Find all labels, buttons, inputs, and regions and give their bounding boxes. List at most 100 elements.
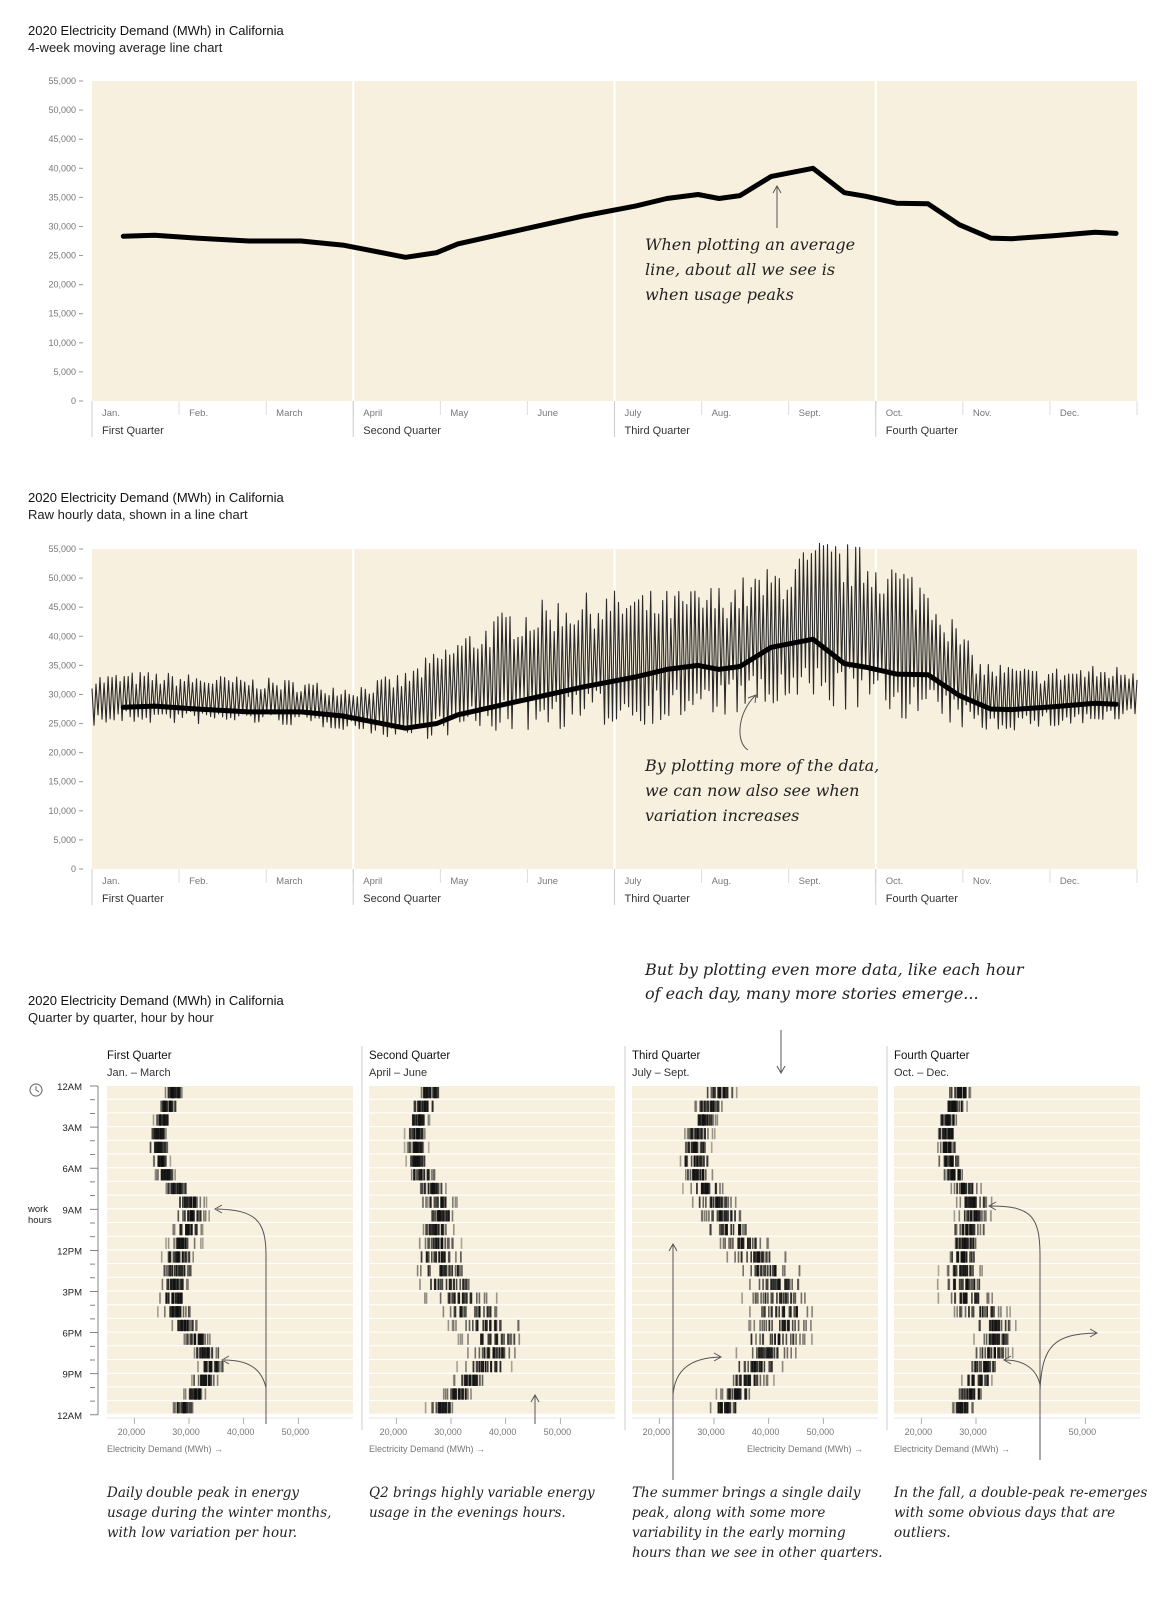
demand-mark [200, 1333, 202, 1345]
demand-mark [949, 1128, 951, 1140]
demand-mark [160, 1100, 162, 1112]
demand-mark [989, 1333, 992, 1345]
demand-mark [465, 1319, 467, 1332]
demand-mark [445, 1210, 447, 1222]
demand-mark [422, 1224, 425, 1236]
q4-lower-arrow [1002, 1355, 1041, 1386]
demand-mark [454, 1388, 457, 1400]
demand-mark [179, 1265, 182, 1277]
demand-mark [472, 1374, 474, 1386]
demand-mark [433, 1237, 435, 1249]
demand-mark [962, 1388, 965, 1400]
demand-mark [190, 1265, 192, 1277]
demand-mark [743, 1361, 746, 1373]
demand-mark [492, 1347, 495, 1359]
demand-mark [708, 1114, 711, 1126]
demand-mark [946, 1265, 949, 1277]
demand-mark [176, 1237, 179, 1249]
demand-mark [950, 1182, 953, 1195]
demand-mark [695, 1141, 698, 1153]
demand-mark [787, 1292, 789, 1304]
demand-mark [424, 1292, 426, 1304]
demand-mark [699, 1141, 702, 1153]
demand-mark [720, 1196, 722, 1208]
demand-mark [766, 1237, 768, 1249]
annotation-line: when usage peaks [645, 285, 794, 304]
demand-mark [216, 1361, 219, 1373]
demand-mark [993, 1347, 996, 1359]
demand-mark [953, 1141, 956, 1153]
demand-mark [974, 1361, 976, 1373]
demand-mark [750, 1251, 752, 1263]
demand-mark [967, 1196, 970, 1208]
demand-mark [706, 1087, 709, 1099]
demand-mark [501, 1347, 504, 1359]
demand-mark [165, 1114, 168, 1126]
demand-mark [972, 1237, 974, 1249]
demand-mark [186, 1265, 189, 1277]
demand-mark [451, 1265, 454, 1277]
demand-mark [986, 1292, 988, 1304]
demand-mark [945, 1141, 947, 1153]
demand-mark [968, 1087, 970, 1099]
demand-mark [460, 1251, 462, 1263]
demand-mark [187, 1210, 189, 1222]
demand-mark [957, 1402, 959, 1414]
demand-mark [786, 1278, 788, 1290]
demand-mark [465, 1278, 468, 1290]
demand-mark [969, 1210, 972, 1222]
demand-mark [447, 1210, 450, 1222]
demand-mark [983, 1196, 986, 1208]
demand-mark [972, 1251, 975, 1263]
demand-mark [487, 1306, 489, 1318]
demand-mark [971, 1374, 974, 1386]
demand-mark [187, 1333, 190, 1345]
demand-mark [469, 1292, 472, 1304]
demand-mark [783, 1319, 785, 1332]
demand-mark [971, 1306, 973, 1318]
demand-mark [157, 1141, 159, 1153]
demand-mark [204, 1210, 207, 1222]
demand-mark [776, 1347, 778, 1359]
demand-mark [1015, 1319, 1017, 1332]
demand-mark [155, 1114, 158, 1126]
demand-mark [958, 1278, 961, 1290]
demand-mark [753, 1361, 755, 1373]
demand-mark [988, 1361, 991, 1373]
demand-mark [721, 1210, 723, 1222]
demand-mark [949, 1141, 952, 1153]
demand-mark [795, 1333, 797, 1345]
demand-mark [420, 1087, 423, 1099]
month-label: Jan. [102, 876, 120, 887]
demand-mark [424, 1237, 427, 1249]
demand-mark [432, 1402, 434, 1414]
demand-mark [434, 1210, 437, 1222]
demand-mark [419, 1100, 421, 1112]
demand-mark [762, 1306, 764, 1318]
demand-mark [754, 1265, 756, 1277]
x-tick-label: 50,000 [544, 1427, 572, 1437]
demand-mark [186, 1402, 188, 1414]
panel-range: Oct. – Dec. [894, 1067, 949, 1079]
demand-mark [427, 1182, 430, 1195]
demand-mark [445, 1182, 447, 1195]
demand-mark [414, 1155, 417, 1167]
demand-mark [947, 1265, 950, 1277]
demand-mark [169, 1265, 172, 1277]
demand-mark [694, 1141, 696, 1153]
demand-mark [756, 1374, 759, 1386]
demand-mark [780, 1292, 782, 1304]
demand-mark [181, 1087, 183, 1099]
demand-mark [710, 1087, 713, 1099]
q3-lower-arrow [672, 1352, 723, 1396]
demand-mark [415, 1169, 418, 1181]
demand-mark [723, 1087, 725, 1099]
demand-mark [433, 1169, 435, 1181]
demand-mark [445, 1210, 448, 1222]
demand-mark [970, 1388, 973, 1400]
demand-mark [698, 1114, 701, 1126]
demand-mark [180, 1402, 182, 1414]
demand-mark [987, 1347, 990, 1359]
demand-mark [200, 1347, 202, 1359]
demand-mark [753, 1251, 755, 1263]
